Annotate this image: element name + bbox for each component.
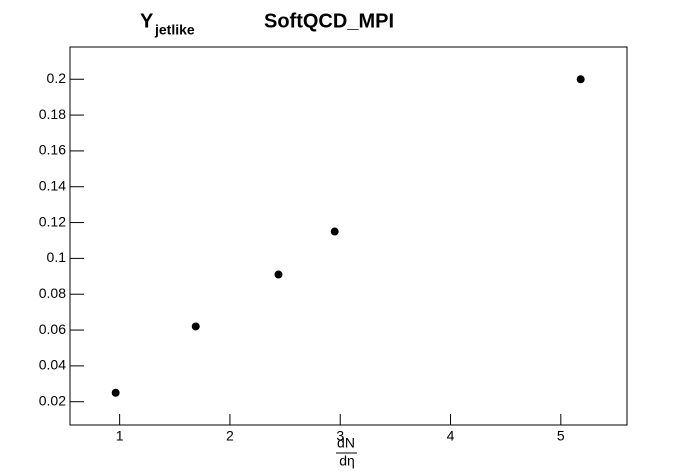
- x-tick-label: 2: [226, 428, 234, 444]
- y-tick-label: 0.14: [39, 177, 66, 193]
- plot-frame: [69, 46, 628, 426]
- y-tick-label: 0.06: [39, 321, 66, 337]
- x-tick-label: 5: [557, 428, 565, 444]
- y-tick-label: 0.12: [39, 213, 66, 229]
- x-label-denominator: dη: [339, 453, 355, 469]
- y-tick-label: 0.16: [39, 142, 66, 158]
- x-tick-label: 1: [116, 428, 124, 444]
- y-tick-label: 0.08: [39, 285, 66, 301]
- data-point: [330, 227, 339, 236]
- x-tick-label: 4: [447, 428, 455, 444]
- title-right: SoftQCD_MPI: [264, 10, 394, 32]
- y-tick-label: 0.2: [47, 70, 67, 86]
- data-point: [274, 270, 283, 279]
- data-point: [576, 75, 585, 84]
- y-tick-label: 0.02: [39, 392, 66, 408]
- title-subscript: jetlike: [154, 22, 195, 38]
- x-tick-label: 3: [336, 428, 344, 444]
- y-tick-label: 0.18: [39, 106, 66, 122]
- data-point: [111, 388, 120, 397]
- y-tick-label: 0.1: [47, 249, 67, 265]
- y-tick-label: 0.04: [39, 357, 66, 373]
- x-label-numerator: dN: [337, 435, 355, 451]
- data-point: [191, 322, 200, 331]
- title-main: Y: [140, 10, 154, 32]
